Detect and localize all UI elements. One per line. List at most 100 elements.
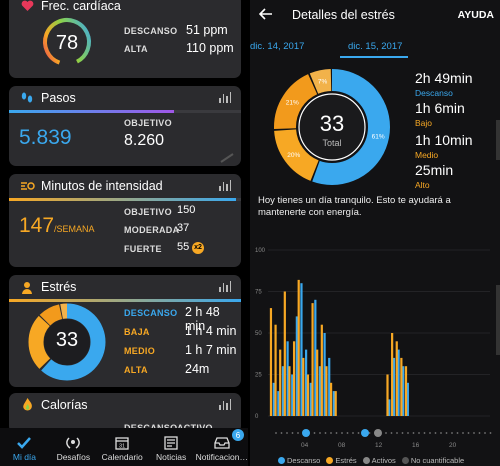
bar-descanso: [300, 283, 303, 416]
timeline-dot: [341, 432, 343, 434]
calories-card[interactable]: Calorías DESCANSO ACTIVO: [9, 393, 241, 433]
bar-estrés: [334, 391, 337, 416]
bar-estrés: [404, 366, 408, 416]
timeline-dot: [462, 432, 464, 434]
nav-notifications[interactable]: Notificacion… 6: [196, 428, 248, 466]
bar-estrés: [320, 324, 323, 416]
y-tick-label: 25: [255, 373, 262, 379]
tab-previous-day[interactable]: dic. 14, 2017: [250, 41, 305, 52]
steps-goal-value: 8.260: [124, 132, 165, 149]
intensity-minutes-card[interactable]: Minutos de intensidad 147/SEMANA OBJETIV…: [9, 174, 241, 267]
intensity-strong-label: FUERTE: [124, 244, 162, 254]
activity-marker[interactable]: [302, 429, 310, 437]
stress-total-label: Total: [322, 138, 342, 148]
timeline-dot: [297, 432, 299, 434]
bar-descanso: [291, 374, 294, 416]
bar-descanso: [305, 349, 308, 416]
bar-estrés: [288, 366, 291, 416]
nav-label: Notificacion…: [195, 452, 248, 462]
x-tick-label: 08: [338, 442, 346, 449]
timeline-dot: [335, 432, 338, 434]
scroll-indicator[interactable]: [496, 120, 500, 160]
stress-rest-value: 2 h 48 min: [185, 305, 220, 333]
intensity-value: 147: [19, 214, 55, 237]
heart-high-value: 110 ppm: [186, 41, 234, 55]
scroll-indicator[interactable]: [496, 285, 500, 355]
legend-label: Activos: [371, 455, 396, 465]
bar-chart-icon[interactable]: [219, 281, 231, 292]
heart-rate-gauge: [43, 18, 91, 66]
bar-estrés: [302, 357, 305, 416]
bar-estrés: [311, 303, 314, 416]
bar-estrés: [329, 382, 333, 416]
steps-title: Pasos: [41, 91, 76, 105]
intensity-strong-value: 55: [177, 241, 190, 253]
x-tick-label: 20: [449, 442, 457, 449]
activity-marker[interactable]: [374, 429, 382, 437]
nav-challenges[interactable]: Desafíos: [49, 428, 98, 466]
intensity-icon: [19, 178, 35, 194]
legend-item: Activos: [362, 455, 396, 465]
legend-label: Estrés: [335, 455, 357, 465]
stress-medium-value: 1 h 7 min: [185, 343, 237, 357]
timeline-dot: [357, 432, 360, 434]
date-tabs: dic. 14, 2017 dic. 15, 2017: [250, 38, 500, 60]
bar-descanso: [392, 357, 396, 416]
timeline-dot: [390, 432, 393, 434]
activity-marker[interactable]: [361, 429, 369, 437]
bar-chart-icon[interactable]: [219, 399, 231, 410]
legend-item: No cuantificable: [401, 456, 464, 465]
stress-card[interactable]: Estrés 33 DESCANSO 2 h 48 min BAJA 1 h 4…: [9, 275, 241, 387]
nav-news[interactable]: Noticias: [147, 428, 196, 466]
stat-medium-value: 1h 10min: [415, 132, 473, 148]
bar-estrés: [395, 341, 398, 416]
back-arrow-icon[interactable]: [259, 7, 273, 21]
x-tick-label: 04: [301, 442, 309, 449]
stat-low-value: 1h 6min: [415, 100, 465, 116]
timeline-dot: [330, 432, 332, 434]
nav-my-day[interactable]: Mi día: [0, 428, 49, 466]
nav-calendar[interactable]: 31 Calendario: [98, 428, 147, 466]
steps-value: 5.839: [19, 126, 72, 149]
calories-card-header: Calorías: [9, 393, 241, 417]
stress-rest-label: DESCANSO: [124, 308, 178, 318]
timeline-dot: [346, 432, 349, 434]
intensity-value-row: 147/SEMANA: [19, 214, 95, 238]
donut-center: [298, 93, 366, 161]
bar-estrés: [316, 349, 319, 416]
timeline-dot: [324, 432, 327, 434]
heart-rate-card[interactable]: Frec. cardíaca 78 DESCANSO 51 ppm ALTA 1…: [9, 0, 241, 78]
bar-estrés: [325, 366, 328, 416]
timeline-dot: [313, 432, 316, 434]
bar-estrés: [279, 349, 282, 416]
intensity-moderate-value: 37: [177, 222, 190, 234]
page-title: Detalles del estrés: [292, 8, 395, 22]
steps-card[interactable]: Pasos 5.839 OBJETIVO 8.260: [9, 86, 241, 166]
timeline-dot: [434, 432, 437, 434]
bar-chart-icon[interactable]: [219, 180, 231, 191]
bar-descanso: [277, 391, 280, 416]
timeline-dot: [418, 432, 420, 434]
bar-descanso: [318, 366, 322, 416]
tab-current-day[interactable]: dic. 15, 2017: [348, 41, 403, 52]
timeline-dot: [451, 432, 453, 434]
active-tab-indicator: [340, 56, 408, 58]
bar-chart-icon[interactable]: [219, 92, 231, 103]
timeline-dot: [423, 432, 426, 434]
calendar-icon: 31: [115, 437, 129, 450]
bar-estrés: [269, 308, 273, 416]
bar-descanso: [332, 391, 335, 416]
stress-high-value: 24m: [185, 362, 210, 376]
news-icon: [164, 436, 178, 450]
timeline-dot: [473, 432, 475, 434]
help-button[interactable]: AYUDA: [457, 9, 494, 21]
heart-rest-value: 51 ppm: [186, 23, 228, 37]
timeline-dot: [484, 432, 486, 434]
flame-icon: [19, 397, 35, 413]
timeline-dot: [291, 432, 294, 434]
steps-card-header: Pasos: [9, 86, 241, 110]
nav-label: Desafíos: [56, 452, 91, 462]
timeline-dot: [275, 432, 277, 434]
bar-estrés: [306, 374, 310, 416]
stress-summary-message: Hoy tienes un día tranquilo. Esto te ayu…: [258, 195, 451, 218]
